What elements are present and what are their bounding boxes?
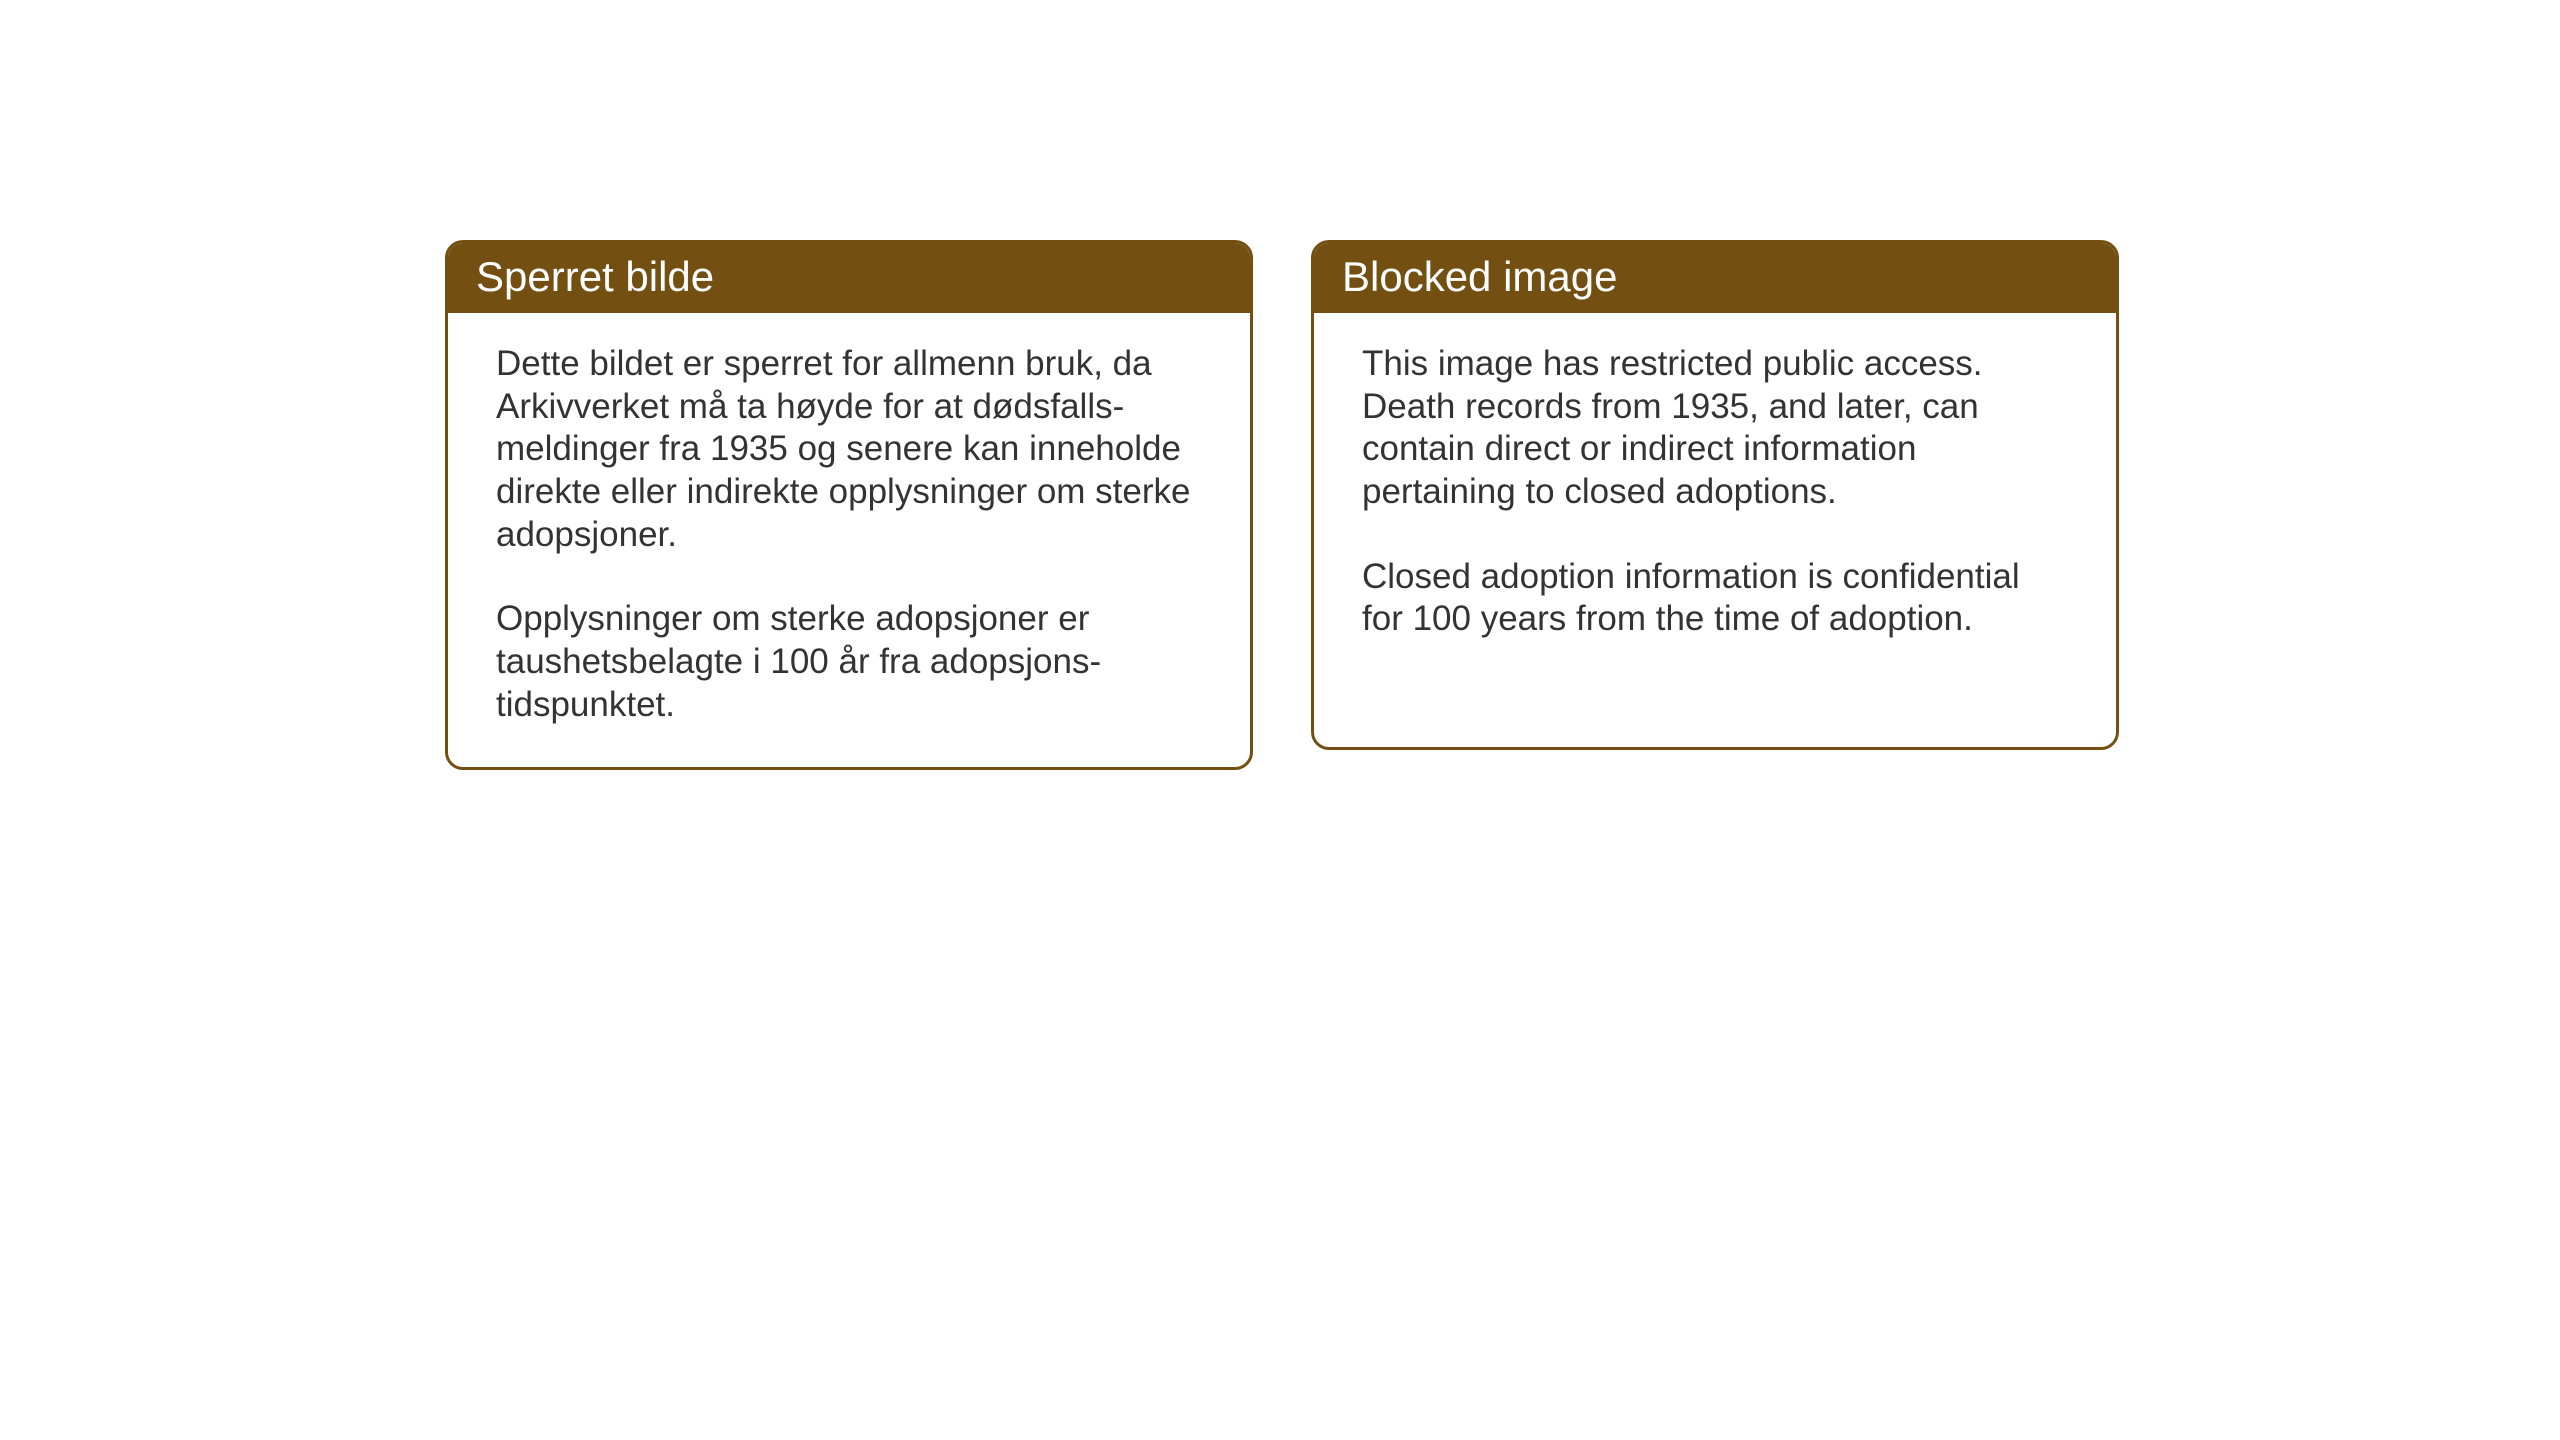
notice-container: Sperret bilde Dette bildet er sperret fo… (445, 240, 2119, 770)
english-card-body: This image has restricted public access.… (1314, 313, 2116, 681)
norwegian-paragraph-2: Opplysninger om sterke adopsjoner er tau… (496, 598, 1202, 726)
english-card-title: Blocked image (1314, 243, 2116, 313)
english-paragraph-2: Closed adoption information is confident… (1362, 556, 2068, 641)
english-paragraph-1: This image has restricted public access.… (1362, 343, 2068, 514)
norwegian-notice-card: Sperret bilde Dette bildet er sperret fo… (445, 240, 1253, 770)
english-notice-card: Blocked image This image has restricted … (1311, 240, 2119, 750)
norwegian-paragraph-1: Dette bildet er sperret for allmenn bruk… (496, 343, 1202, 556)
norwegian-card-title: Sperret bilde (448, 243, 1250, 313)
norwegian-card-body: Dette bildet er sperret for allmenn bruk… (448, 313, 1250, 767)
